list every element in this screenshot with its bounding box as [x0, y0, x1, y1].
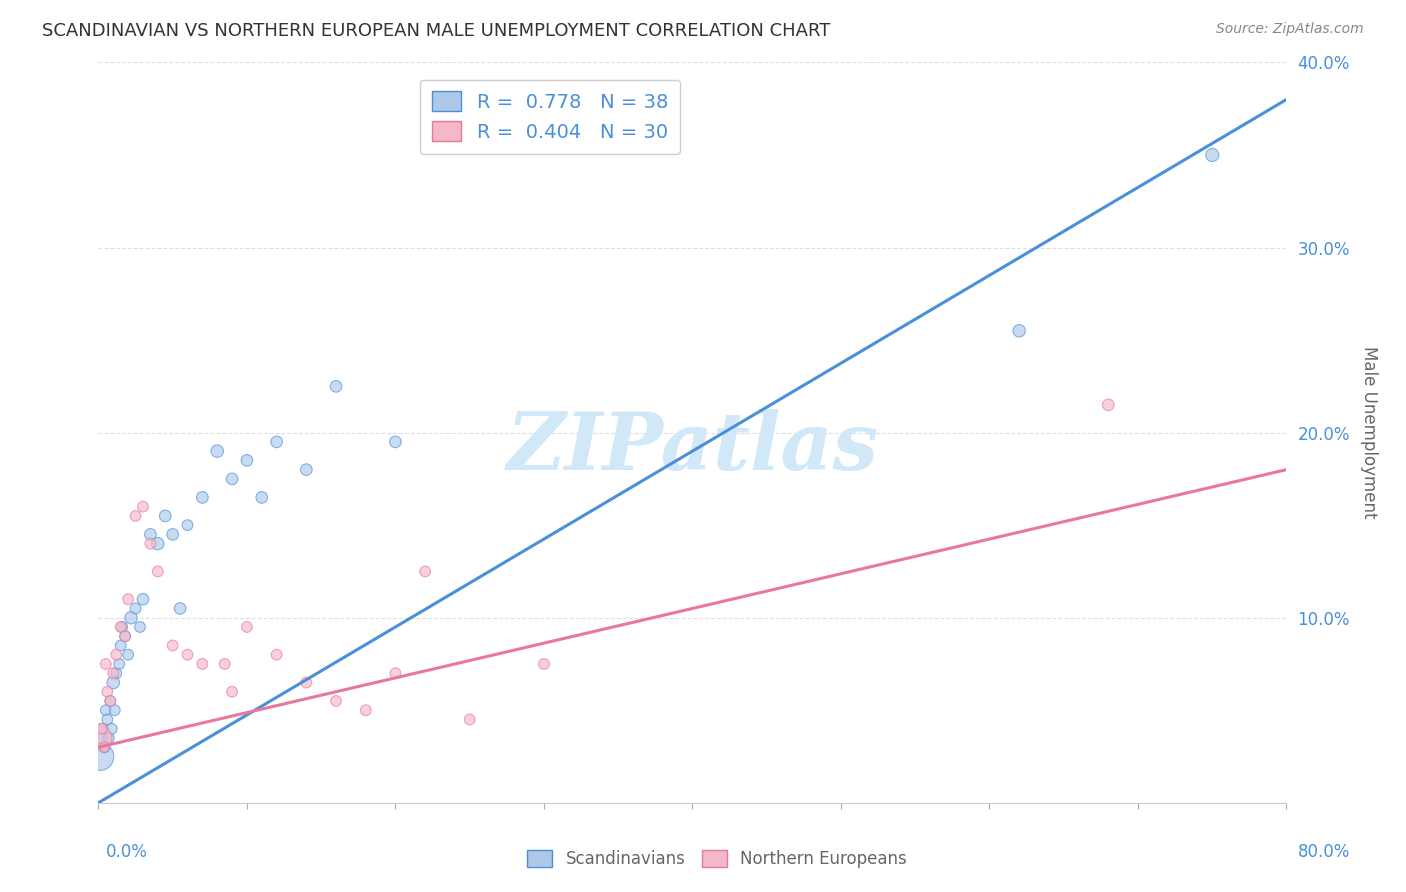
Point [94, 657, 117, 671]
Point [139, 536, 162, 550]
Point [96, 713, 118, 727]
Point [169, 601, 191, 615]
Point [236, 620, 259, 634]
Point [97, 731, 120, 745]
Point [162, 639, 184, 653]
Point [250, 491, 273, 505]
Point [91, 722, 114, 736]
Point [384, 666, 406, 681]
Point [266, 434, 288, 449]
Point [96, 685, 118, 699]
Point [103, 666, 125, 681]
Legend: Scandinavians, Northern Europeans: Scandinavians, Northern Europeans [520, 843, 914, 875]
Point [120, 610, 142, 624]
Text: ZIPatlas: ZIPatlas [506, 409, 879, 486]
Point [214, 657, 236, 671]
Point [325, 379, 347, 393]
Point [93, 740, 115, 755]
Point [1097, 398, 1119, 412]
Point [162, 527, 184, 541]
Point [354, 703, 377, 717]
Point [104, 703, 127, 717]
Point [93, 740, 115, 755]
Point [108, 657, 131, 671]
Point [146, 565, 169, 579]
Y-axis label: Male Unemployment: Male Unemployment [1360, 346, 1378, 519]
Point [90, 731, 112, 745]
Point [89, 749, 111, 764]
Point [413, 565, 436, 579]
Text: 0.0%: 0.0% [105, 843, 148, 861]
Text: Source: ZipAtlas.com: Source: ZipAtlas.com [1216, 22, 1364, 37]
Point [103, 675, 125, 690]
Point [132, 500, 155, 514]
Point [117, 592, 139, 607]
Point [1008, 324, 1031, 338]
Point [139, 527, 162, 541]
Point [236, 453, 259, 467]
Point [533, 657, 555, 671]
Point [114, 629, 136, 643]
Point [94, 703, 117, 717]
Point [325, 694, 347, 708]
Point [191, 491, 214, 505]
Point [89, 731, 111, 745]
Point [98, 694, 121, 708]
Point [207, 444, 229, 458]
Point [146, 536, 169, 550]
Point [266, 648, 288, 662]
Point [114, 629, 136, 643]
Point [295, 675, 318, 690]
Point [124, 601, 146, 615]
Point [191, 657, 214, 671]
Point [1201, 148, 1223, 162]
Point [458, 713, 481, 727]
Point [155, 508, 177, 523]
Point [105, 648, 128, 662]
Point [111, 620, 134, 634]
Text: 80.0%: 80.0% [1298, 843, 1350, 861]
Point [132, 592, 155, 607]
Point [110, 639, 132, 653]
Point [176, 518, 198, 533]
Point [90, 722, 112, 736]
Point [101, 722, 124, 736]
Point [105, 666, 128, 681]
Point [295, 462, 318, 476]
Point [176, 648, 198, 662]
Text: SCANDINAVIAN VS NORTHERN EUROPEAN MALE UNEMPLOYMENT CORRELATION CHART: SCANDINAVIAN VS NORTHERN EUROPEAN MALE U… [42, 22, 831, 40]
Point [221, 685, 243, 699]
Point [221, 472, 243, 486]
Point [98, 694, 121, 708]
Legend: R =  0.778   N = 38, R =  0.404   N = 30: R = 0.778 N = 38, R = 0.404 N = 30 [420, 79, 679, 153]
Point [384, 434, 406, 449]
Point [117, 648, 139, 662]
Point [124, 508, 146, 523]
Point [110, 620, 132, 634]
Point [129, 620, 152, 634]
